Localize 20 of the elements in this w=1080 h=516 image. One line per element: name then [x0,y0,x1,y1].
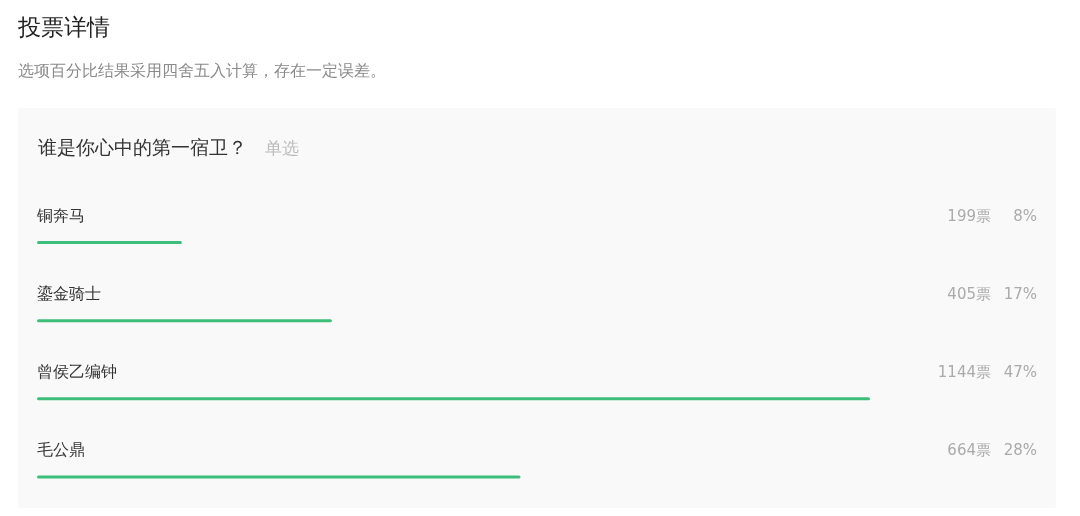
data-label: 405票 [947,284,991,303]
y-tick-label: 鎏金骑士 [37,284,101,304]
y-tick-label: 铜奔马 [36,206,85,226]
y-tick-label: 曾侯乙编钟 [37,362,117,382]
text: 8% [1013,206,1037,225]
text: 47% [1003,362,1037,381]
chart-subtitle: 选项百分比结果采用四舍五入计算，存在一定误差。 [18,60,386,82]
data-label: 199票 [947,206,991,225]
data-label: 1144票 [937,362,991,381]
text: 17% [1003,284,1037,303]
bar [37,319,332,323]
text: 单选 [265,137,299,160]
text: 28% [1003,440,1037,459]
y-tick-label: 毛公鼎 [37,440,85,460]
bar [37,475,521,479]
chart-title: 投票详情 [18,13,110,42]
data-label: 664票 [947,440,991,459]
bar [37,397,870,401]
text: 谁是你心中的第一宿卫？ [38,135,247,160]
bar [37,241,182,245]
